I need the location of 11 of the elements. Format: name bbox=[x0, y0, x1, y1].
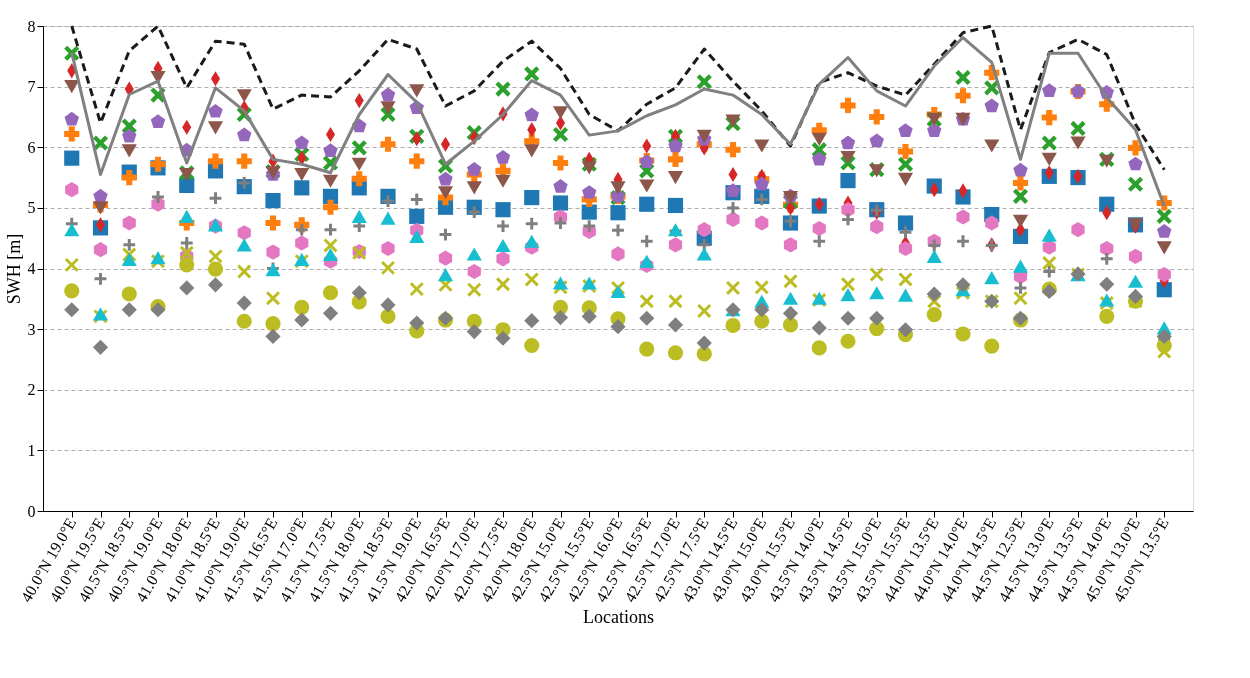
y-tick-label: 3 bbox=[27, 320, 36, 338]
y-tick-label: 1 bbox=[27, 441, 36, 459]
y-tick-label: 6 bbox=[27, 138, 36, 156]
y-tick-label: 8 bbox=[27, 17, 36, 35]
y-axis-title: SWH [m] bbox=[3, 233, 24, 305]
x-axis-title: Locations bbox=[583, 607, 654, 628]
y-tick-label: 2 bbox=[27, 381, 36, 399]
y-tick-label: 4 bbox=[27, 260, 36, 277]
y-tick-label: 0 bbox=[27, 502, 36, 520]
y-tick-label: 7 bbox=[27, 78, 36, 96]
y-tick-label: 5 bbox=[27, 199, 36, 217]
